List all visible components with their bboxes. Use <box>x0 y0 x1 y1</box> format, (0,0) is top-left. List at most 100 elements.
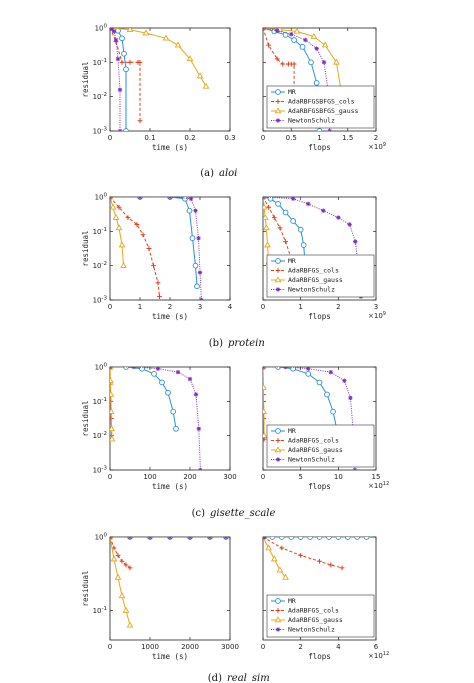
data-point <box>134 222 140 227</box>
x-tick-label: 0 <box>108 303 112 311</box>
y-tick-label: 100 <box>95 193 108 202</box>
legend-label-MR: MR <box>288 88 296 96</box>
legend-marker-MR <box>275 428 281 434</box>
x-tick-label: 2 <box>374 134 378 142</box>
data-point <box>291 37 297 43</box>
legend-label-AdaRBFGS_cols: AdaRBFGS_cols <box>288 607 339 615</box>
data-point <box>123 66 129 73</box>
legend-label-MR: MR <box>288 257 296 265</box>
legend-marker-AdaRBFGS_gauss <box>274 616 282 623</box>
data-point <box>196 426 201 431</box>
x-tick-label: 0 <box>108 473 112 481</box>
data-point <box>157 294 162 299</box>
x-tick-label: 0 <box>261 643 265 651</box>
legend-label-AdaRBFGS_gauss: AdaRBFGS_gauss <box>288 446 343 454</box>
data-point <box>202 82 210 89</box>
data-point <box>277 225 283 231</box>
series-AdaRBFGS_gauss <box>263 197 273 265</box>
data-point <box>327 128 332 131</box>
series-AdaRBFGS_gauss <box>110 197 127 268</box>
data-point <box>186 207 193 214</box>
data-point <box>290 367 296 372</box>
x-axis-label: flops <box>308 482 331 491</box>
data-point <box>321 41 329 48</box>
series-AdaRBFGS_cols <box>110 537 133 571</box>
y-tick-label: 100 <box>95 533 108 542</box>
data-point <box>120 261 127 268</box>
x-tick-label: 2 <box>168 303 172 311</box>
data-point <box>336 215 341 220</box>
data-point <box>263 431 268 438</box>
y-tick-label: 10-1 <box>93 58 107 67</box>
legend-marker-MR <box>275 89 281 95</box>
data-point <box>333 58 340 65</box>
legend-marker-AdaRBFGS_cols <box>275 99 281 104</box>
data-point <box>140 232 146 238</box>
series-line-NewtonSchulz <box>263 28 331 131</box>
data-point <box>186 55 194 62</box>
y-tick-label: 10-3 <box>93 466 108 475</box>
x-tick-label: 2 <box>298 643 302 651</box>
data-point <box>111 29 117 34</box>
data-point <box>110 203 117 210</box>
series-AdaRBFGS_cols <box>110 28 143 124</box>
y-axis-label: residual <box>81 230 90 266</box>
data-point <box>115 224 123 231</box>
caption-c-tag: (c) <box>192 508 206 519</box>
legend-label-AdaRBFGS_gauss: AdaRBFGS_gauss <box>288 616 343 624</box>
data-point <box>112 213 120 220</box>
data-point <box>290 197 296 201</box>
data-point <box>113 37 119 43</box>
x-axis-label: flops <box>308 652 331 661</box>
legend-marker-AdaRBFGS_cols <box>275 268 281 273</box>
legend-label-MR: MR <box>288 427 296 435</box>
caption-a-name: aloi <box>219 168 237 179</box>
legend-marker-NewtonSchulz <box>275 118 281 123</box>
data-point <box>151 263 156 269</box>
data-point <box>278 537 285 540</box>
series-AdaRBFGS_gauss <box>263 537 289 580</box>
data-point <box>110 390 115 397</box>
data-point <box>142 29 150 36</box>
data-point <box>127 565 133 571</box>
plot-frame <box>262 196 377 301</box>
x-tick-label: 0 <box>261 473 265 481</box>
x-tick-label: 1 <box>317 134 321 142</box>
data-point <box>263 203 268 210</box>
data-point <box>303 37 308 43</box>
plot-frame <box>109 536 231 641</box>
x-tick-label: 2 <box>336 303 340 311</box>
legend-label-AdaRBFGS_cols: AdaRBFGS_cols <box>288 267 339 275</box>
plot-area <box>263 28 346 131</box>
x-tick-label: 0.5 <box>286 134 297 142</box>
x-tick-label: 2000 <box>181 643 199 651</box>
series-AdaRBFGS_gauss <box>110 537 134 628</box>
x-tick-label: 0 <box>108 134 112 142</box>
data-point <box>335 537 342 540</box>
series-line-NewtonSchulz <box>110 367 201 470</box>
data-point <box>264 241 271 248</box>
data-point <box>328 369 333 375</box>
data-point <box>267 197 274 202</box>
legend-label-NewtonSchulz: NewtonSchulz <box>288 286 335 294</box>
data-point <box>275 201 281 207</box>
x-multiplier: ×1012 <box>368 481 389 490</box>
x-tick-label: 10 <box>334 473 343 481</box>
x-axis-label: time (s) <box>152 482 188 491</box>
data-point <box>293 28 301 34</box>
x-multiplier: ×1012 <box>368 651 389 660</box>
y-axis-label: residual <box>81 400 90 436</box>
series-line-AdaRBFGS_cols <box>110 197 160 297</box>
data-point <box>155 280 161 286</box>
y-tick-label: 10-2 <box>93 92 107 101</box>
series-line-MR <box>110 197 198 287</box>
legend-marker-NewtonSchulz <box>275 457 281 462</box>
data-point <box>321 60 327 65</box>
data-point <box>263 197 266 200</box>
x-tick-label: 4 <box>336 643 341 651</box>
caption-b-name: protein <box>228 338 265 349</box>
legend-marker-AdaRBFGS_gauss <box>274 446 282 453</box>
x-tick-label: 6 <box>374 643 379 651</box>
data-point <box>167 537 173 540</box>
